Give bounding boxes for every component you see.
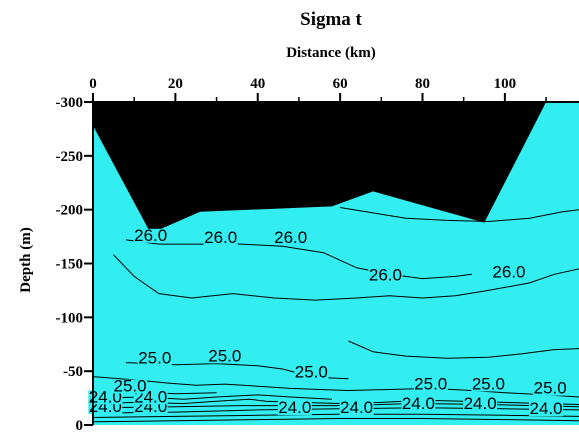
y-tick-label-6: -300 bbox=[56, 95, 84, 111]
contour-label-text: 24.0 bbox=[278, 398, 311, 417]
contour-label-text: 25.0 bbox=[472, 374, 505, 393]
y-axis-label: Depth (m) bbox=[18, 227, 34, 292]
x-tick-label-0: 0 bbox=[89, 76, 97, 92]
contour-label-text: 25.0 bbox=[208, 346, 241, 365]
contour-label-text: 25.0 bbox=[138, 349, 171, 368]
contour-line-11 bbox=[125, 239, 472, 280]
contour-label-text: 25.0 bbox=[114, 377, 147, 396]
y-tick-label-4: -200 bbox=[56, 203, 84, 219]
x-tick-label-1: 20 bbox=[168, 76, 183, 92]
x-tick-label-5: 100 bbox=[494, 76, 517, 92]
contour-labels: 24.0 24.024.0 24.024.0 24.0 24.0 24.0 24.025.0… bbox=[88, 226, 568, 418]
contour-label-text: 25.0 bbox=[295, 363, 328, 382]
x-tick-label-2: 40 bbox=[250, 76, 265, 92]
x-axis-label: Distance (km) bbox=[286, 45, 376, 61]
contour-label-4: 24.0 bbox=[277, 398, 312, 417]
contour-line-9 bbox=[348, 340, 579, 359]
plot-area: 24.0 24.024.0 24.024.0 24.0 24.0 24.0 24.025.0… bbox=[88, 102, 579, 425]
contour-label-9: 25.0 bbox=[113, 377, 148, 396]
contour-label-text: 25.0 bbox=[414, 374, 447, 393]
seafloor-profile bbox=[93, 102, 547, 234]
y-tick-label-3: -150 bbox=[56, 257, 84, 273]
contour-label-text: 26.0 bbox=[369, 266, 402, 285]
y-tick-label-0: 0 bbox=[76, 418, 84, 434]
contour-label-text: 26.0 bbox=[134, 226, 167, 245]
contour-label-6: 24.0 bbox=[401, 394, 436, 413]
contour-label-text: 24.0 bbox=[402, 394, 435, 413]
contour-line-7 bbox=[92, 376, 579, 398]
contour-label-text: 25.0 bbox=[534, 379, 567, 398]
x-tick-label-4: 80 bbox=[415, 76, 430, 92]
y-tick-label-5: -250 bbox=[56, 149, 84, 165]
contour-label-7: 24.0 bbox=[463, 394, 498, 413]
contour-label-text: 24.0 bbox=[464, 394, 497, 413]
contour-label-text: 26.0 bbox=[274, 228, 307, 247]
y-tick-label-1: -50 bbox=[63, 364, 83, 380]
contour-line-12 bbox=[340, 207, 579, 223]
contour-label-text: 24.0 bbox=[340, 398, 373, 417]
contour-label-17: 26.0 bbox=[491, 262, 526, 281]
contour-label-16: 26.0 bbox=[368, 266, 403, 285]
contour-label-19: 26.0 bbox=[203, 228, 238, 247]
contour-label-5: 24.0 bbox=[339, 398, 374, 417]
x-tick-label-3: 60 bbox=[333, 76, 348, 92]
contour-label-12: 25.0 bbox=[533, 379, 568, 398]
axes: 0 20 40 60 80 100 0 -50 -100 -150 -200 -250 -300 bbox=[56, 76, 579, 434]
contour-label-text: 26.0 bbox=[492, 262, 525, 281]
contour-line-10 bbox=[113, 254, 579, 301]
contour-label-20: 26.0 bbox=[273, 228, 308, 247]
contour-label-15: 25.0 bbox=[294, 363, 329, 382]
contour-label-11: 25.0 bbox=[471, 374, 506, 393]
contour-label-10: 25.0 bbox=[413, 374, 448, 393]
chart-title: Sigma t bbox=[300, 9, 362, 30]
contour-label-18: 26.0 bbox=[133, 226, 168, 245]
y-tick-label-2: -100 bbox=[56, 310, 84, 326]
contour-line-0 bbox=[92, 418, 579, 423]
contour-label-14: 25.0 bbox=[207, 346, 242, 365]
contour-label-text: 26.0 bbox=[204, 228, 237, 247]
contour-label-13: 25.0 bbox=[137, 349, 172, 368]
contour-label-8: 24.0 bbox=[529, 399, 564, 418]
contour-label-text: 24.0 bbox=[530, 399, 563, 418]
